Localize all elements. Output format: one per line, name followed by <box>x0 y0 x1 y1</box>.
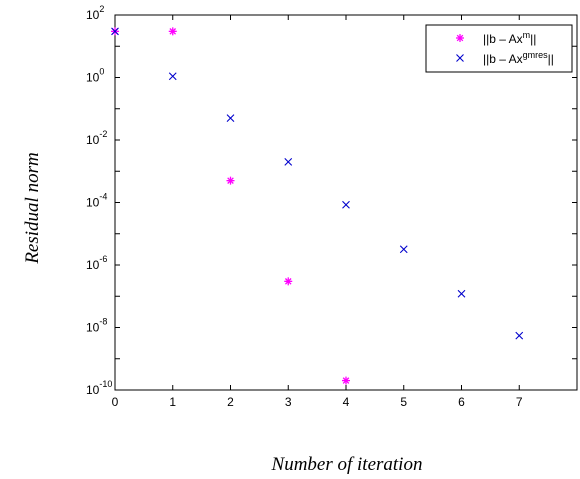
legend-label-1: ||b – Axgmres|| <box>483 50 554 66</box>
data-point-series-1 <box>399 245 408 254</box>
x-tick-label: 6 <box>458 395 465 409</box>
data-points <box>111 27 524 385</box>
data-point-series-0 <box>284 277 293 286</box>
data-point-series-1 <box>342 200 350 209</box>
x-tick-label: 1 <box>169 395 176 409</box>
legend-box <box>425 24 573 73</box>
tick-layer: 0 1 2 3 4 5 6 7 102 100 10-2 10-4 10-6 10-8 10-10 <box>86 4 577 409</box>
legend: ||b – Axm|| ||b – Axgmres|| <box>425 24 573 73</box>
data-point-series-1 <box>457 289 466 298</box>
y-tick-label: 100 <box>86 67 104 85</box>
legend-marker-1 <box>456 54 464 62</box>
y-tick-label: 10-10 <box>86 379 112 397</box>
data-point-series-1 <box>168 72 177 81</box>
x-tick-label: 2 <box>227 395 234 409</box>
x-tick-label: 7 <box>516 395 523 409</box>
data-point-series-1 <box>284 157 293 166</box>
data-point-series-0 <box>168 27 177 36</box>
data-point-series-1 <box>226 114 235 123</box>
legend-label-0: ||b – Axm|| <box>483 30 536 46</box>
y-tick-label: 10-6 <box>86 254 107 272</box>
data-point-series-0 <box>226 176 235 185</box>
x-axis-title: Number of iteration <box>271 454 423 475</box>
y-axis-title: Residual norm <box>22 152 43 264</box>
legend-marker-0 <box>456 34 464 42</box>
data-point-series-0 <box>342 376 350 385</box>
data-point-series-1 <box>515 331 524 340</box>
y-tick-label: 10-4 <box>86 192 107 210</box>
y-tick-label: 10-2 <box>86 129 107 147</box>
data-point-series-1 <box>111 27 119 36</box>
y-tick-label: 102 <box>86 4 104 22</box>
y-tick-label: 10-8 <box>86 317 107 335</box>
x-tick-label: 3 <box>285 395 292 409</box>
x-tick-label: 0 <box>112 395 119 409</box>
x-tick-label: 4 <box>343 395 350 409</box>
x-tick-label: 5 <box>400 395 407 409</box>
